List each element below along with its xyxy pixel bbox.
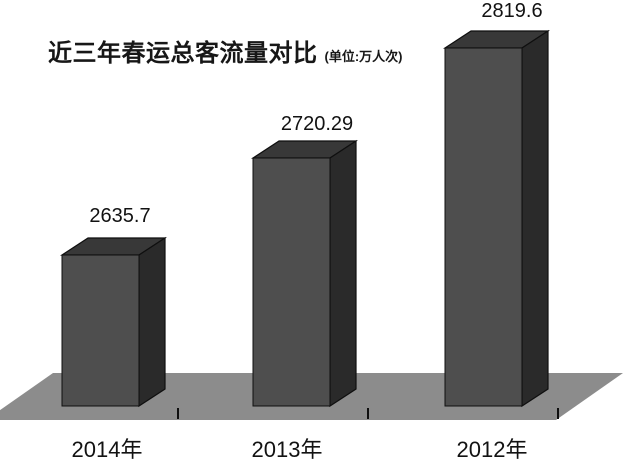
bar-side-face [138, 236, 166, 408]
category-label: 2013年 [252, 437, 323, 462]
bar-side-face [521, 29, 549, 408]
bar-value-label: 2635.7 [89, 205, 150, 227]
bar-group: 2819.6 [442, 0, 551, 408]
bar-group: 2720.29 [250, 113, 359, 408]
chart-unit-label: (单位:万人次) [324, 49, 403, 64]
bar-value-label: 2720.29 [281, 113, 353, 135]
bar-front-face [61, 254, 140, 407]
chart-header: 近三年春运总客流量对比 (单位:万人次) [48, 33, 403, 68]
bar-side-face [329, 139, 357, 408]
bar-group: 2635.7 [59, 205, 168, 408]
bar-front-face [252, 157, 331, 407]
category-label: 2012年 [457, 437, 528, 462]
bar-front-face [444, 47, 523, 407]
category-label: 2014年 [72, 437, 143, 462]
chart-title: 近三年春运总客流量对比 [48, 40, 318, 67]
bar-value-label: 2819.6 [481, 0, 542, 22]
